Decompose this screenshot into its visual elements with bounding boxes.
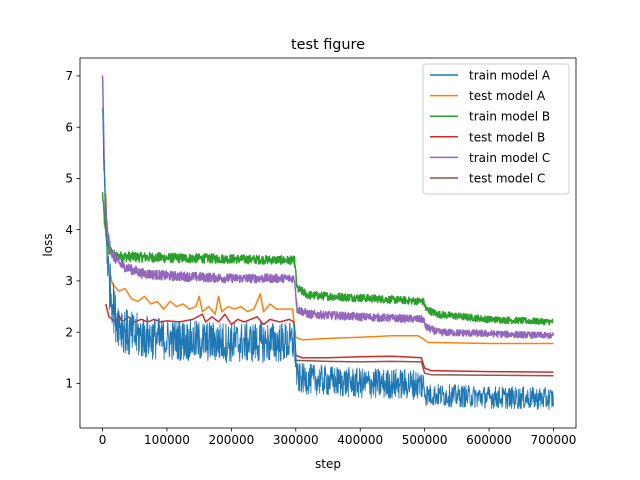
y-tick-label: 3 [65,274,73,288]
x-tick-label: 600000 [466,433,512,447]
series-line [295,359,554,377]
series-layer [101,75,555,411]
y-axis-label: loss [41,233,55,256]
legend-label: train model C [469,151,550,165]
legend-box [422,63,570,195]
chart-title: test figure [291,37,365,53]
x-tick-label: 100000 [144,433,190,447]
x-tick-label: 0 [99,433,107,447]
y-tick-label: 4 [65,223,73,237]
legend-label: test model C [469,172,545,186]
legend-label: test model B [469,130,545,144]
series-line [101,192,554,326]
legend-label: train model A [469,69,551,83]
x-tick-label: 200000 [208,433,254,447]
series-line [101,75,555,340]
y-axis-ticks: 1 2 3 4 5 6 7 [65,69,80,391]
x-axis-label: step [315,457,341,471]
plot-frame [79,57,577,429]
legend-label: train model B [469,110,550,124]
x-tick-label: 400000 [337,433,383,447]
y-tick-label: 2 [65,325,73,339]
legend: train model A test model A train model B te… [422,63,570,195]
series-line [102,107,554,411]
x-tick-label: 700000 [531,433,577,447]
legend-label: test model A [469,89,546,103]
y-tick-label: 5 [65,172,73,186]
x-tick-label: 500000 [402,433,448,447]
y-tick-label: 7 [65,69,73,83]
series-line [105,193,554,345]
y-tick-label: 1 [65,377,73,391]
x-tick-label: 300000 [273,433,319,447]
x-axis-ticks: 0 100000 200000 300000 400000 500000 600000 700… [99,428,577,447]
y-tick-label: 6 [65,120,73,134]
